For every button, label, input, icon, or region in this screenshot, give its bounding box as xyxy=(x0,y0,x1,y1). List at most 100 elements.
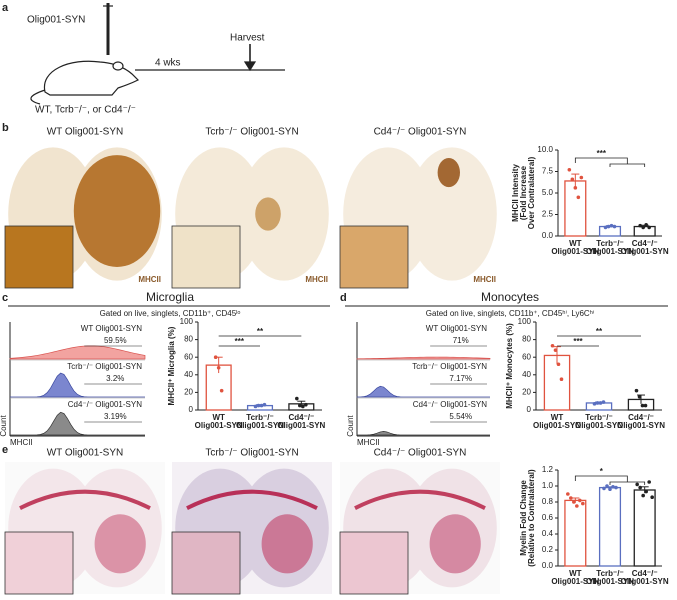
y-tick-label: 100 xyxy=(180,317,194,326)
data-point xyxy=(566,492,570,496)
gate-percent: 5.54% xyxy=(449,412,472,421)
bar xyxy=(598,486,622,567)
data-point xyxy=(634,388,639,393)
significance-bracket xyxy=(574,475,646,485)
inset xyxy=(171,531,241,595)
panel-label: a xyxy=(2,2,9,14)
myelin-tract xyxy=(186,489,318,510)
panel-label: e xyxy=(2,444,8,456)
data-point xyxy=(609,223,614,228)
data-point xyxy=(573,186,578,190)
significance-label: *** xyxy=(235,337,245,346)
data-point xyxy=(298,403,302,408)
panel-label: b xyxy=(2,122,9,134)
image-title: Tcrb⁻/⁻ Olig001-SYN xyxy=(205,127,298,138)
y-tick-label: 0.6 xyxy=(542,513,554,522)
data-point xyxy=(592,402,597,406)
y-axis-label: Count xyxy=(346,415,355,437)
panel-label: d xyxy=(340,292,347,304)
y-tick-label: 40 xyxy=(522,370,531,379)
y-tick-label: 0 xyxy=(527,405,532,414)
x-tick-label: WT xyxy=(551,413,564,422)
x-axis-label: MHCII xyxy=(357,438,380,447)
data-point xyxy=(569,496,573,500)
x-tick-sublabel: Olig001-SYN xyxy=(551,247,599,256)
x-tick-sublabel: Olig001-SYN xyxy=(551,577,599,586)
data-point xyxy=(556,362,561,367)
y-tick-label: 20 xyxy=(184,388,193,397)
y-tick-label: 0.2 xyxy=(542,545,554,554)
y-axis-label: MHCII Intensity xyxy=(511,164,520,222)
myelin-tract xyxy=(19,489,151,510)
y-tick-label: 0.0 xyxy=(542,561,554,570)
data-point xyxy=(644,489,648,494)
x-tick-label: Tcrb⁻/⁻ xyxy=(596,239,623,248)
data-point xyxy=(579,175,584,180)
y-axis-label: MHCII⁺ Microglia (%) xyxy=(167,326,176,405)
row-label: Tcrb⁻/⁻ Olig001-SYN xyxy=(67,362,142,371)
data-point xyxy=(601,400,606,404)
data-point xyxy=(611,485,615,489)
data-point xyxy=(576,195,581,200)
y-tick-label: 20 xyxy=(522,388,531,397)
data-point xyxy=(259,403,264,408)
data-point xyxy=(602,486,606,491)
histogram xyxy=(356,431,490,436)
significance-label: ** xyxy=(596,327,603,336)
schematic xyxy=(30,3,285,105)
image-title: Cd4⁻/⁻ Olig001-SYN xyxy=(374,127,467,138)
data-point xyxy=(553,348,558,352)
row-label: Cd4⁻/⁻ Olig001-SYN xyxy=(68,400,142,409)
x-axis-label: MHCII xyxy=(10,438,33,447)
mouse xyxy=(43,60,140,96)
y-tick-label: 1.0 xyxy=(542,481,554,490)
x-tick-label: Tcrb⁻/⁻ xyxy=(246,413,273,422)
stain-label: MHCII xyxy=(138,275,161,284)
image-title: Cd4⁻/⁻ Olig001-SYN xyxy=(374,448,467,459)
data-point xyxy=(575,504,579,508)
panel-title: Microglia xyxy=(146,290,194,304)
groups-label: WT, Tcrb⁻/⁻, or Cd4⁻/⁻ xyxy=(35,105,136,116)
bar xyxy=(585,402,613,411)
y-axis-label: Count xyxy=(0,415,8,437)
data-point xyxy=(550,343,555,348)
y-tick-label: 2.5 xyxy=(542,210,554,219)
gating-label: Gated on live, singlets, CD11b⁺, CD45ˡᵒ xyxy=(100,309,241,318)
data-point xyxy=(559,377,564,382)
image-title: WT Olig001-SYN xyxy=(47,127,124,138)
x-tick-sublabel: Olig001-SYN xyxy=(195,421,243,430)
histogram xyxy=(9,345,146,360)
x-tick-label: WT xyxy=(569,239,582,248)
stain-region xyxy=(429,514,481,574)
image-title: Tcrb⁻/⁻ Olig001-SYN xyxy=(205,448,298,459)
data-point xyxy=(595,401,600,405)
y-tick-label: 80 xyxy=(184,335,193,344)
duration-label: 4 wks xyxy=(155,58,181,69)
significance-label: * xyxy=(600,467,604,476)
x-tick-label: Cd4⁻/⁻ xyxy=(628,413,654,422)
data-point xyxy=(262,402,267,407)
histogram xyxy=(356,356,491,360)
image-title: WT Olig001-SYN xyxy=(47,448,124,459)
x-tick-label: Cd4⁻/⁻ xyxy=(632,239,658,248)
data-point xyxy=(578,498,582,503)
x-tick-label: Tcrb⁻/⁻ xyxy=(596,569,623,578)
histogram xyxy=(10,411,145,436)
x-tick-sublabel: Olig001-SYN xyxy=(575,421,623,430)
mouse-ear xyxy=(112,61,124,71)
y-tick-label: 0.8 xyxy=(542,497,554,506)
y-tick-label: 0.0 xyxy=(542,231,554,240)
data-point xyxy=(213,355,218,360)
y-axis-label: Myelin Fold Change xyxy=(519,480,528,556)
y-tick-label: 0.4 xyxy=(542,529,554,538)
significance-label: *** xyxy=(573,337,583,346)
histogram xyxy=(356,385,490,398)
arrow-head xyxy=(243,61,257,72)
data-point xyxy=(650,495,654,500)
data-point xyxy=(295,396,299,401)
data-point xyxy=(608,487,612,492)
data-point xyxy=(638,485,642,490)
data-point xyxy=(598,401,603,405)
x-tick-sublabel: Olig001-SYN xyxy=(236,421,284,430)
y-axis-label: (Relative to Contralateral) xyxy=(527,469,536,567)
